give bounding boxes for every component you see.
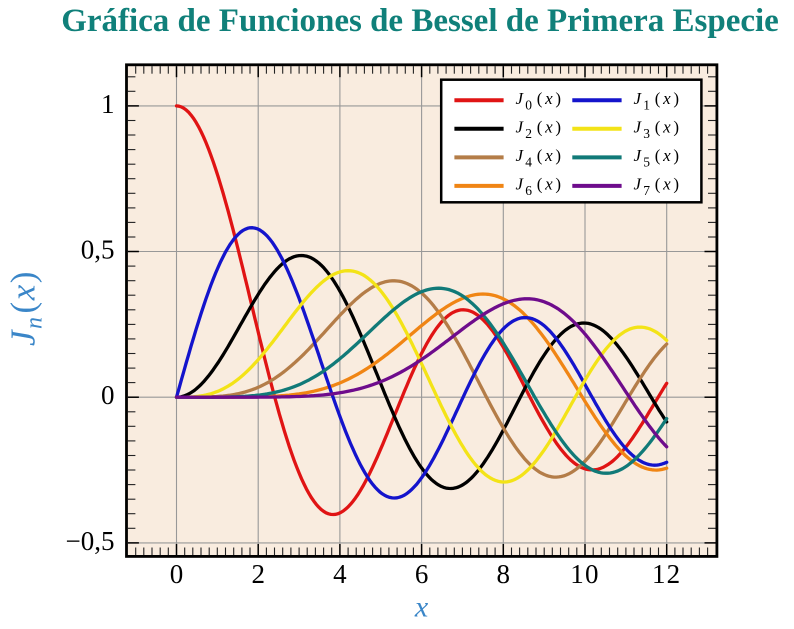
svg-text:12: 12	[652, 559, 681, 589]
svg-text:8: 8	[497, 559, 511, 589]
svg-text:0: 0	[170, 559, 184, 589]
svg-text:0,5: 0,5	[81, 235, 115, 265]
svg-text:Gráfica de Funciones de Bessel: Gráfica de Funciones de Bessel de Primer…	[61, 3, 779, 39]
svg-text:6: 6	[415, 559, 429, 589]
svg-text:2: 2	[251, 559, 265, 589]
svg-text:10: 10	[570, 559, 599, 589]
svg-text:−0,5: −0,5	[66, 526, 115, 556]
svg-text:x: x	[414, 591, 429, 624]
svg-text:0: 0	[101, 380, 115, 410]
svg-text:4: 4	[333, 559, 347, 589]
svg-text:Jn(x): Jn(x)	[4, 270, 48, 346]
svg-text:1: 1	[101, 89, 115, 119]
